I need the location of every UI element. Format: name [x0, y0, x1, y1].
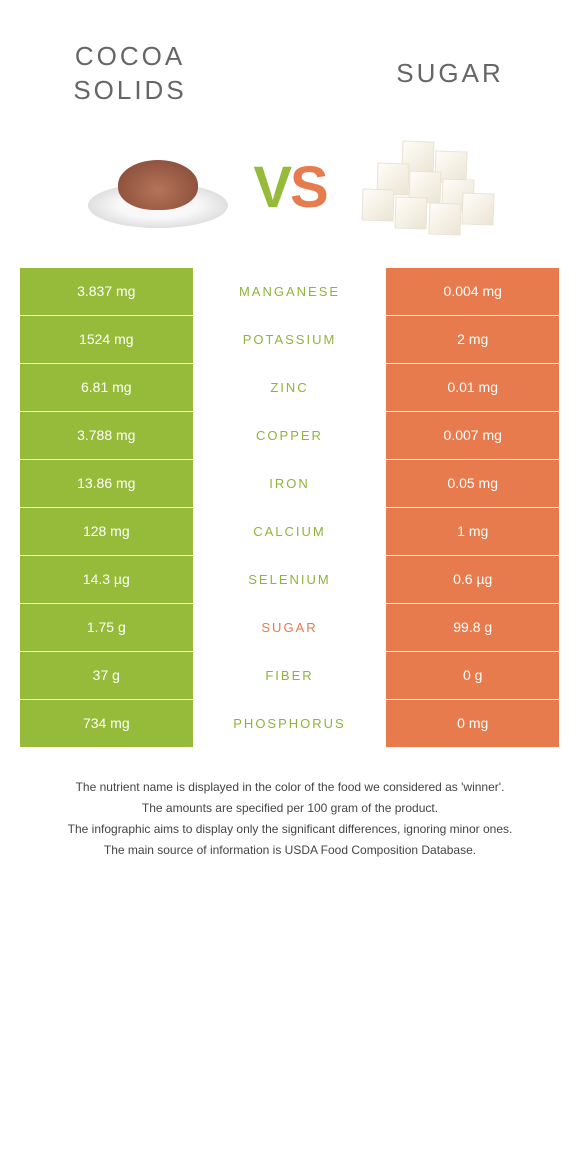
- cocoa-image: [78, 133, 238, 243]
- nutrient-label-cell: Potassium: [194, 316, 387, 363]
- left-food-title: COCOA SOLIDS: [50, 40, 210, 108]
- right-value-cell: 0 mg: [386, 700, 560, 747]
- nutrient-label-cell: Manganese: [194, 268, 387, 315]
- table-row: 14.3 µgSelenium0.6 µg: [20, 556, 560, 603]
- right-value-cell: 0.007 mg: [386, 412, 560, 459]
- header-row: COCOA SOLIDS SUGAR: [20, 20, 560, 118]
- sugar-image: [342, 133, 502, 243]
- right-value-cell: 0.01 mg: [386, 364, 560, 411]
- vs-label: VS: [253, 154, 326, 221]
- vs-v-letter: V: [253, 154, 290, 221]
- right-value-cell: 99.8 g: [386, 604, 560, 651]
- nutrient-label-cell: Phosphorus: [194, 700, 387, 747]
- right-value-cell: 0.004 mg: [386, 268, 560, 315]
- nutrient-label-cell: Selenium: [194, 556, 387, 603]
- footer-line: The main source of information is USDA F…: [45, 841, 535, 860]
- nutrient-label-cell: Iron: [194, 460, 387, 507]
- nutrient-label-cell: Zinc: [194, 364, 387, 411]
- vs-row: VS: [20, 118, 560, 268]
- left-value-cell: 6.81 mg: [20, 364, 194, 411]
- table-row: 1.75 gSugar99.8 g: [20, 604, 560, 651]
- table-row: 3.837 mgManganese0.004 mg: [20, 268, 560, 315]
- left-value-cell: 3.788 mg: [20, 412, 194, 459]
- comparison-table: 3.837 mgManganese0.004 mg1524 mgPotassiu…: [20, 268, 560, 747]
- table-row: 1524 mgPotassium2 mg: [20, 316, 560, 363]
- left-value-cell: 1.75 g: [20, 604, 194, 651]
- right-value-cell: 1 mg: [386, 508, 560, 555]
- left-value-cell: 1524 mg: [20, 316, 194, 363]
- footer-line: The infographic aims to display only the…: [45, 820, 535, 839]
- table-row: 13.86 mgIron0.05 mg: [20, 460, 560, 507]
- left-value-cell: 37 g: [20, 652, 194, 699]
- right-value-cell: 0.05 mg: [386, 460, 560, 507]
- nutrient-label-cell: Copper: [194, 412, 387, 459]
- table-row: 734 mgPhosphorus0 mg: [20, 700, 560, 747]
- infographic-container: COCOA SOLIDS SUGAR VS: [0, 0, 580, 902]
- left-value-cell: 3.837 mg: [20, 268, 194, 315]
- footer-notes: The nutrient name is displayed in the co…: [20, 748, 560, 883]
- nutrient-label-cell: Fiber: [194, 652, 387, 699]
- nutrient-label-cell: Calcium: [194, 508, 387, 555]
- vs-s-letter: S: [290, 154, 327, 221]
- table-row: 128 mgCalcium1 mg: [20, 508, 560, 555]
- right-food-title: SUGAR: [370, 57, 530, 91]
- left-value-cell: 13.86 mg: [20, 460, 194, 507]
- table-row: 6.81 mgZinc0.01 mg: [20, 364, 560, 411]
- footer-line: The nutrient name is displayed in the co…: [45, 778, 535, 797]
- right-value-cell: 2 mg: [386, 316, 560, 363]
- left-value-cell: 734 mg: [20, 700, 194, 747]
- table-row: 37 gFiber0 g: [20, 652, 560, 699]
- nutrient-label-cell: Sugar: [194, 604, 387, 651]
- table-row: 3.788 mgCopper0.007 mg: [20, 412, 560, 459]
- right-value-cell: 0.6 µg: [386, 556, 560, 603]
- footer-line: The amounts are specified per 100 gram o…: [45, 799, 535, 818]
- right-value-cell: 0 g: [386, 652, 560, 699]
- left-value-cell: 14.3 µg: [20, 556, 194, 603]
- left-value-cell: 128 mg: [20, 508, 194, 555]
